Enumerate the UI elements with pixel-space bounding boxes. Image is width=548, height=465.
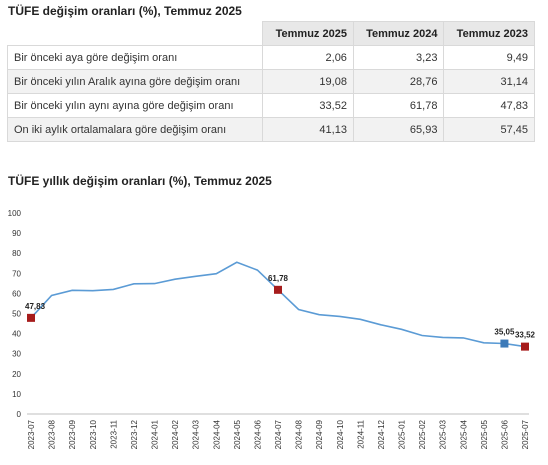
y-tick-label: 90 <box>12 229 21 238</box>
y-tick-label: 20 <box>12 370 21 379</box>
x-tick-label: 2025-06 <box>500 419 509 449</box>
cell-value: 65,93 <box>352 117 445 142</box>
x-tick-label: 2024-12 <box>377 419 386 449</box>
x-tick-label: 2025-02 <box>418 419 427 449</box>
data-label: 33,52 <box>515 331 536 340</box>
x-tick-label: 2024-07 <box>274 419 283 449</box>
y-tick-label: 80 <box>12 249 21 258</box>
y-tick-label: 40 <box>12 330 21 339</box>
table-header-row: Temmuz 2025 Temmuz 2024 Temmuz 2023 <box>6 21 535 46</box>
cell-value: 3,23 <box>352 45 445 70</box>
table-title: TÜFE değişim oranları (%), Temmuz 2025 <box>8 4 242 18</box>
cell-value: 47,83 <box>443 93 535 118</box>
x-tick-label: 2023-12 <box>130 419 139 449</box>
x-tick-label: 2024-11 <box>356 419 365 448</box>
data-label: 35,05 <box>494 328 515 337</box>
cell-value: 19,08 <box>262 69 354 94</box>
x-tick-label: 2025-07 <box>521 419 530 449</box>
y-tick-label: 30 <box>12 350 21 359</box>
x-tick-label: 2024-06 <box>253 419 262 449</box>
table-row: Bir önceki yılın Aralık ayına göre değiş… <box>6 69 535 94</box>
data-point-marker <box>500 339 509 348</box>
cell-value: 57,45 <box>443 117 535 142</box>
cell-value: 33,52 <box>262 93 354 118</box>
y-tick-label: 10 <box>12 390 21 399</box>
data-point-marker <box>27 313 35 322</box>
cell-value: 2,06 <box>262 45 354 70</box>
cell-value: 28,76 <box>352 69 445 94</box>
row-label: Bir önceki yılın Aralık ayına göre değiş… <box>6 69 264 94</box>
y-tick-label: 100 <box>8 209 22 218</box>
x-tick-label: 2024-09 <box>315 419 324 449</box>
table-header-temmuz-2023: Temmuz 2023 <box>443 21 535 46</box>
line-chart: 0 10 20 30 40 50 60 70 80 90 100 2023-07 2023-08 2023… <box>8 209 536 449</box>
y-tick-label: 0 <box>17 410 22 419</box>
table-row: Bir önceki aya göre değişim oranı 2,06 3… <box>6 45 535 70</box>
data-label: 47,83 <box>25 302 46 311</box>
x-tick-label: 2024-02 <box>171 419 180 449</box>
x-tick-label: 2025-03 <box>439 419 448 449</box>
x-tick-label: 2023-10 <box>89 419 98 449</box>
y-tick-label: 60 <box>12 289 21 298</box>
x-tick-label: 2023-07 <box>27 419 36 449</box>
row-label: Bir önceki aya göre değişim oranı <box>6 45 264 70</box>
row-label: On iki aylık ortalamalara göre değişim o… <box>6 117 264 142</box>
x-tick-label: 2025-01 <box>398 419 407 449</box>
table-row: On iki aylık ortalamalara göre değişim o… <box>6 117 535 142</box>
cell-value: 9,49 <box>443 45 535 70</box>
cell-value: 41,13 <box>262 117 354 142</box>
x-tick-label: 2025-05 <box>480 419 489 449</box>
row-label: Bir önceki yılın aynı ayına göre değişim… <box>6 93 264 118</box>
table-header-temmuz-2024: Temmuz 2024 <box>352 21 445 46</box>
x-tick-label: 2024-08 <box>295 419 304 449</box>
table-header-empty <box>6 21 264 46</box>
data-label: 61,78 <box>268 274 289 283</box>
y-tick-label: 70 <box>12 269 21 278</box>
table-header-temmuz-2025: Temmuz 2025 <box>262 21 354 46</box>
y-tick-label: 50 <box>12 310 21 319</box>
x-tick-label: 2024-10 <box>336 419 345 449</box>
x-tick-label: 2024-03 <box>192 419 201 449</box>
data-point-marker <box>274 285 282 294</box>
x-tick-label: 2023-08 <box>48 419 57 449</box>
x-tick-label: 2024-04 <box>212 419 221 449</box>
table-row: Bir önceki yılın aynı ayına göre değişim… <box>6 93 535 118</box>
data-point-marker <box>521 342 529 351</box>
cell-value: 31,14 <box>443 69 535 94</box>
rates-table: Temmuz 2025 Temmuz 2024 Temmuz 2023 Bir … <box>6 21 535 142</box>
x-tick-label: 2024-01 <box>151 419 160 449</box>
x-tick-label: 2023-09 <box>68 419 77 449</box>
x-tick-label: 2023-11 <box>109 419 118 448</box>
x-tick-label: 2024-05 <box>233 419 242 449</box>
chart-title: TÜFE yıllık değişim oranları (%), Temmuz… <box>8 174 272 188</box>
cell-value: 61,78 <box>352 93 445 118</box>
x-tick-label: 2025-04 <box>459 419 468 449</box>
